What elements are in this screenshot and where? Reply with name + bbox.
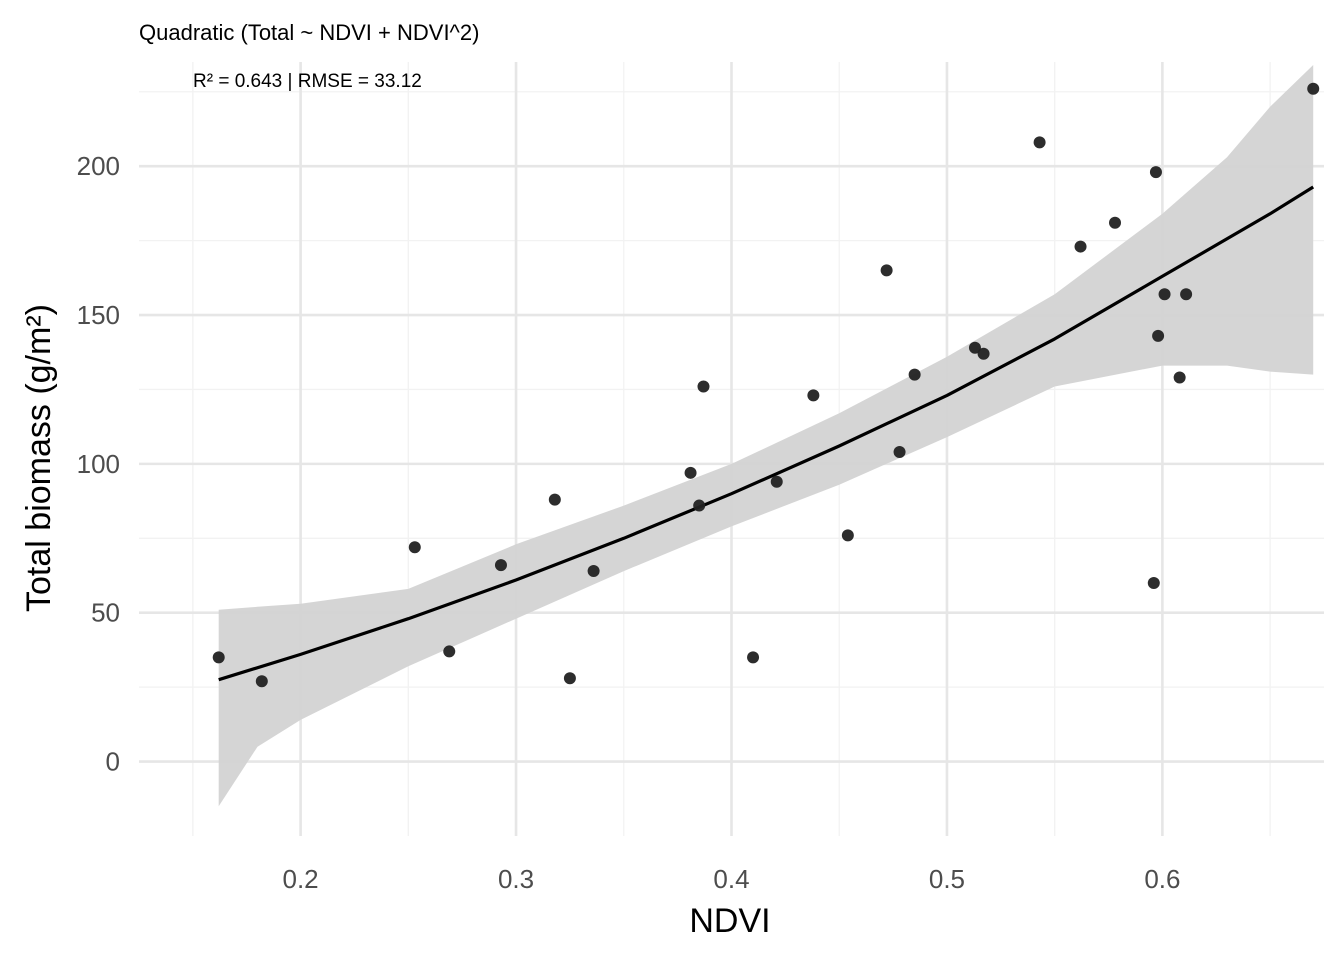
data-point (255, 675, 268, 688)
x-tick-label: 0.3 (498, 864, 534, 894)
x-tick-label: 0.6 (1144, 864, 1180, 894)
data-points (212, 82, 1320, 688)
data-point (494, 559, 507, 572)
confidence-band (218, 65, 1314, 807)
y-tick-label: 50 (91, 598, 120, 628)
data-point (1158, 288, 1171, 301)
y-tick-label: 200 (77, 151, 120, 181)
x-tick-label: 0.2 (283, 864, 319, 894)
x-tick-label: 0.4 (713, 864, 749, 894)
data-point (408, 541, 421, 554)
fit-statistics-annotation: R² = 0.643 | RMSE = 33.12 (193, 71, 422, 92)
data-point (1147, 576, 1160, 589)
data-point (548, 493, 561, 506)
data-point (1109, 216, 1122, 229)
data-point (443, 645, 456, 658)
y-axis-tick-labels: 0 50 100 150 200 (77, 151, 120, 776)
x-axis-tick-labels: 0.2 0.3 0.4 0.5 0.6 (283, 864, 1181, 894)
y-axis-title: Total biomass (g/m²) (20, 304, 58, 612)
chart-subtitle: Quadratic (Total ~ NDVI + NDVI^2) (139, 20, 479, 45)
data-point (968, 341, 981, 354)
y-tick-label: 150 (77, 300, 120, 330)
data-point (893, 445, 906, 458)
x-axis-title: NDVI (689, 902, 770, 940)
y-tick-label: 0 (106, 747, 120, 777)
data-point (807, 389, 820, 402)
y-tick-label: 100 (77, 449, 120, 479)
data-point (908, 368, 921, 381)
data-point (587, 565, 600, 578)
x-tick-label: 0.5 (929, 864, 965, 894)
data-point (693, 499, 706, 512)
data-point (1149, 166, 1162, 179)
data-point (684, 466, 697, 479)
data-point (1307, 82, 1320, 95)
data-point (1180, 288, 1193, 301)
data-point (697, 380, 710, 393)
data-point (212, 651, 225, 664)
data-point (880, 264, 893, 277)
data-point (1152, 329, 1165, 342)
data-point (1033, 136, 1046, 149)
data-point (563, 672, 576, 685)
major-gridlines (139, 62, 1324, 836)
data-point (1074, 240, 1087, 253)
data-point (1173, 371, 1186, 384)
fit-line (218, 185, 1315, 682)
data-point (841, 529, 854, 542)
data-point (747, 651, 760, 664)
data-point (770, 475, 783, 488)
data-point (977, 347, 990, 360)
